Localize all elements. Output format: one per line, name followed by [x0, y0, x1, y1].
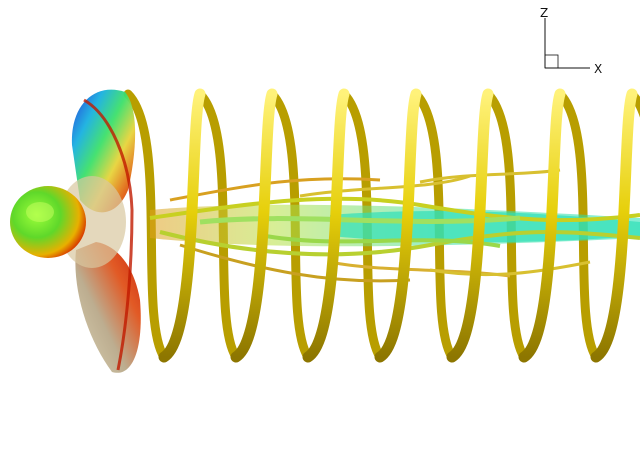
helix-front-segment — [374, 88, 422, 363]
z-axis-label: Z — [540, 6, 548, 20]
tip-vortex-helix-front — [158, 88, 638, 363]
helix-front-segment — [590, 88, 638, 363]
helix-front-segment — [302, 88, 350, 363]
propeller — [10, 89, 141, 373]
helix-front-segment — [446, 88, 494, 363]
helix-front-segment — [518, 88, 566, 363]
x-axis-label: X — [594, 62, 602, 76]
helix-front-segment — [158, 88, 206, 363]
propeller-hub — [10, 186, 86, 258]
axis-triad: Z X — [540, 6, 602, 76]
helix-front-segment — [230, 88, 278, 363]
